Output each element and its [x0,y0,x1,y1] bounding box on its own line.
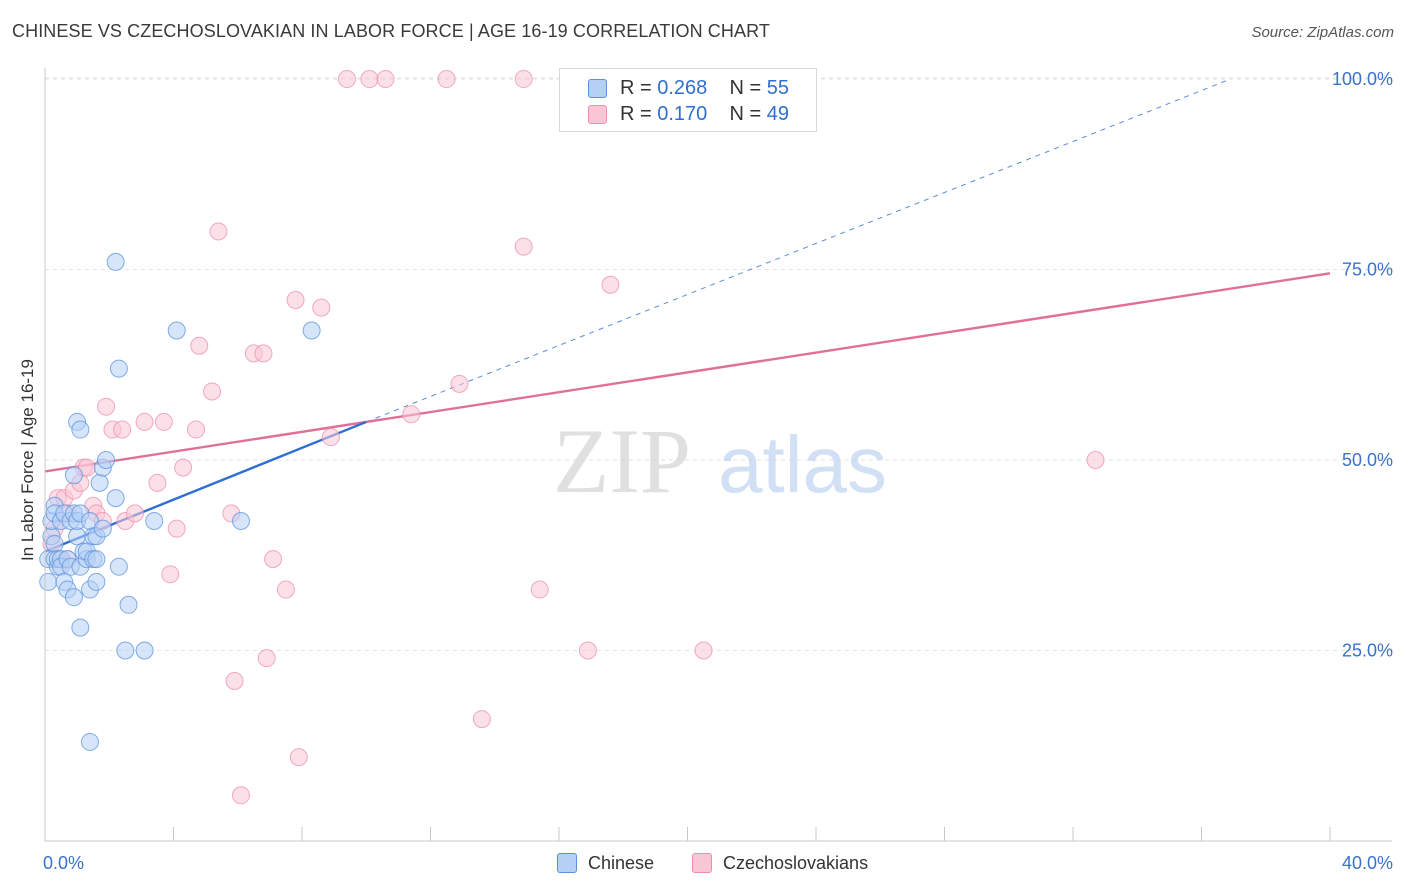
chinese-point [97,451,116,470]
czech-point [113,420,132,439]
czech-point [402,405,421,424]
czech-legend-swatch [692,853,712,873]
r-label: R = [620,77,658,99]
czech-point [601,275,620,294]
czech-point [167,519,186,538]
y-axis-label: In Labor Force | Age 16-19 [18,359,37,561]
czech-point [161,565,180,584]
czech-legend-label: Czechoslovakians [723,853,869,873]
czech-point [530,580,549,599]
czech-point [289,748,308,767]
chinese-trend-extension [366,78,1231,423]
chinese-point [145,511,164,530]
n-value: 49 [766,103,790,125]
czech-point [514,237,533,256]
czech-point [264,550,283,569]
czech-point [257,649,276,668]
chinese-point [64,588,83,607]
czech-point [450,374,469,393]
czech-point [276,580,295,599]
y-tick-label: 25.0% [1342,641,1393,661]
chinese-point [71,618,90,637]
y-tick-label: 75.0% [1342,260,1393,280]
chinese-point [45,534,64,553]
chinese-point [68,527,87,546]
y-tick-label: 100.0% [1332,69,1393,89]
chinese-point [302,321,321,340]
watermark-zip: ZIP [553,410,691,512]
x-tick-label-min: 0.0% [43,853,84,873]
czech-point [376,70,395,89]
czech-point [190,336,209,355]
chart-title: CHINESE VS CZECHOSLOVAKIAN IN LABOR FORC… [12,21,770,41]
czech-point [472,710,491,729]
czech-point [312,298,331,317]
chinese-legend-label: Chinese [588,853,655,873]
czech-point [578,641,597,660]
czech-point [225,671,244,690]
source-label: Source: ZipAtlas.com [1251,24,1394,41]
n-label: N = [729,103,767,125]
chinese-point [167,321,186,340]
r-value: 0.170 [657,103,708,125]
chinese-point [106,252,125,271]
chinese-point [39,572,58,591]
chinese-legend-swatch [557,853,577,873]
chinese-point [135,641,154,660]
chinese-point [80,732,99,751]
watermark-atlas: atlas [718,420,887,509]
chinese-point [87,572,106,591]
czech-point [254,344,273,363]
czech-point [174,458,193,477]
chinese-swatch [588,79,607,98]
czech-trend-line [44,272,1331,473]
czech-point [148,473,167,492]
stats-legend: R = 0.268 N = 55 R = 0.170 N = 49 [559,68,817,132]
czech-point [514,70,533,89]
czech-point [360,70,379,89]
n-value: 55 [766,77,790,99]
czech-point [321,428,340,447]
r-label: R = [620,103,658,125]
czech-point [286,291,305,310]
czech-point [203,382,222,401]
y-tick-label: 50.0% [1342,450,1393,470]
czech-point [694,641,713,660]
czech-point [186,420,205,439]
chinese-point [64,466,83,485]
chinese-point [90,473,109,492]
n-label: N = [729,77,767,99]
czech-point [437,70,456,89]
czech-point [337,70,356,89]
chinese-point [109,359,128,378]
chinese-point [116,641,135,660]
r-value: 0.268 [657,77,708,99]
czech-point [209,222,228,241]
chinese-point [87,550,106,569]
czech-point [125,504,144,523]
chinese-point [106,489,125,508]
czech-swatch [588,105,607,124]
chinese-point [109,557,128,576]
chinese-point [93,519,112,538]
chinese-point [119,595,138,614]
czech-point [1086,451,1105,470]
czech-point [97,397,116,416]
chinese-point [231,511,250,530]
czech-point [231,786,250,805]
x-tick-label-max: 40.0% [1342,853,1393,873]
czech-point [154,412,173,431]
chinese-point [71,420,90,439]
czech-point [135,412,154,431]
